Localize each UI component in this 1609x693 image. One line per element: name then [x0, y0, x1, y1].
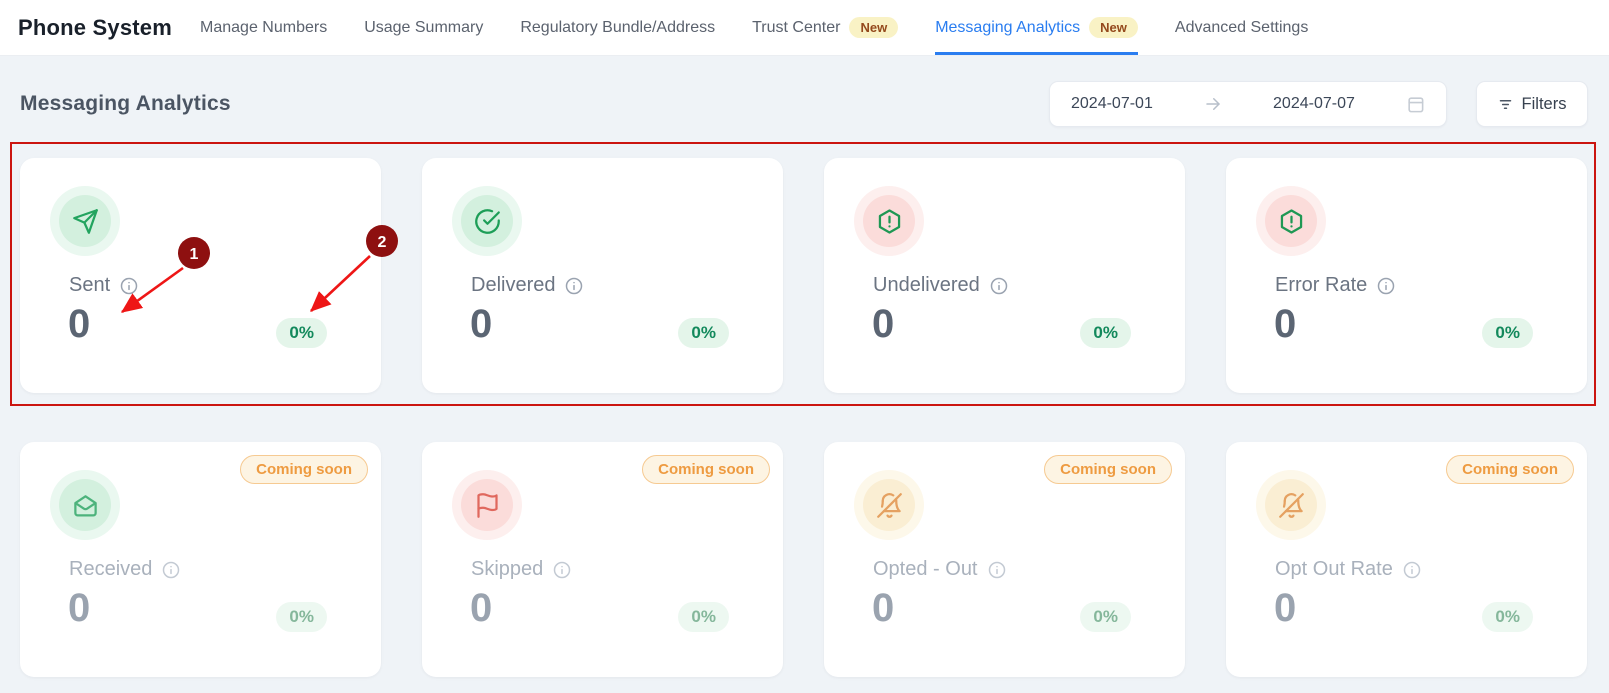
- metric-value: 0: [68, 302, 91, 346]
- metric-card-opt-out-rate: Coming soon Opt Out Rate 0 0%: [1226, 442, 1587, 677]
- info-icon[interactable]: [565, 277, 583, 295]
- tab-usage-summary[interactable]: Usage Summary: [364, 18, 484, 36]
- top-nav: Phone System Manage Numbers Usage Summar…: [0, 0, 1609, 56]
- filters-button[interactable]: Filters: [1476, 81, 1588, 127]
- coming-soon-badge: Coming soon: [642, 455, 770, 484]
- coming-soon-badge: Coming soon: [1044, 455, 1172, 484]
- metric-label: Sent: [69, 274, 111, 296]
- info-icon[interactable]: [1403, 561, 1421, 579]
- alert-hexagon-icon: [1256, 186, 1326, 256]
- metric-label: Error Rate: [1275, 274, 1368, 296]
- metric-label: Delivered: [471, 274, 556, 296]
- tab-trust-center[interactable]: Trust Center New: [752, 0, 899, 55]
- date-start[interactable]: 2024-07-01: [1071, 95, 1153, 112]
- info-icon[interactable]: [1377, 277, 1395, 295]
- metric-value: 0: [872, 586, 895, 630]
- metric-card-received: Coming soon Received 0 0%: [20, 442, 381, 677]
- nav-tabs: Manage Numbers Usage Summary Regulatory …: [200, 0, 1308, 55]
- bell-off-icon: [854, 470, 924, 540]
- info-icon[interactable]: [990, 277, 1008, 295]
- arrow-right-icon: [1204, 95, 1222, 113]
- metric-percent: 0%: [678, 602, 729, 633]
- metric-card-skipped: Coming soon Skipped 0 0%: [422, 442, 783, 677]
- metric-percent: 0%: [276, 602, 327, 633]
- metric-label: Opted - Out: [873, 558, 978, 580]
- metric-percent: 0%: [1482, 602, 1533, 633]
- info-icon[interactable]: [553, 561, 571, 579]
- filter-lines-icon: [1498, 97, 1513, 112]
- check-circle-icon: [452, 186, 522, 256]
- metrics-row-live: Sent 0 0% Delivered 0 0%: [20, 158, 1587, 393]
- info-icon[interactable]: [988, 561, 1006, 579]
- metric-label: Skipped: [471, 558, 544, 580]
- info-icon[interactable]: [162, 561, 180, 579]
- metric-value: 0: [470, 302, 493, 346]
- bell-off-icon: [1256, 470, 1326, 540]
- metric-card-sent: Sent 0 0%: [20, 158, 381, 393]
- flag-icon: [452, 470, 522, 540]
- page-header: Messaging Analytics 2024-07-01 2024-07-0…: [20, 80, 1588, 128]
- tab-advanced-settings[interactable]: Advanced Settings: [1174, 18, 1309, 36]
- coming-soon-badge: Coming soon: [1446, 455, 1574, 484]
- metric-card-undelivered: Undelivered 0 0%: [824, 158, 1185, 393]
- info-icon[interactable]: [120, 277, 138, 295]
- metric-card-opted-out: Coming soon Opted - Out 0 0%: [824, 442, 1185, 677]
- new-badge: New: [1089, 17, 1138, 38]
- date-end[interactable]: 2024-07-07: [1273, 95, 1355, 112]
- metric-value: 0: [470, 586, 493, 630]
- open-mail-icon: [50, 470, 120, 540]
- metric-value: 0: [872, 302, 895, 346]
- app-title: Phone System: [18, 14, 173, 40]
- metric-percent: 0%: [1482, 318, 1533, 349]
- tab-manage-numbers[interactable]: Manage Numbers: [200, 18, 328, 36]
- metric-label: Opt Out Rate: [1275, 558, 1393, 580]
- calendar-icon: [1406, 95, 1425, 114]
- header-controls: 2024-07-01 2024-07-07 Filters: [1049, 81, 1588, 127]
- metric-card-error-rate: Error Rate 0 0%: [1226, 158, 1587, 393]
- alert-hexagon-icon: [854, 186, 924, 256]
- page-title: Messaging Analytics: [20, 92, 231, 115]
- metric-percent: 0%: [678, 318, 729, 349]
- metric-value: 0: [1274, 302, 1297, 346]
- metric-label: Undelivered: [873, 274, 980, 296]
- metric-value: 0: [1274, 586, 1297, 630]
- metric-percent: 0%: [1080, 602, 1131, 633]
- tab-regulatory-bundle[interactable]: Regulatory Bundle/Address: [520, 18, 716, 36]
- metric-percent: 0%: [276, 318, 327, 349]
- metric-label: Received: [69, 558, 153, 580]
- metric-value: 0: [68, 586, 91, 630]
- metrics-row-coming-soon: Coming soon Received 0 0% Coming soon Sk…: [20, 442, 1587, 677]
- send-icon: [50, 186, 120, 256]
- main-content: Messaging Analytics 2024-07-01 2024-07-0…: [0, 56, 1609, 693]
- coming-soon-badge: Coming soon: [240, 455, 368, 484]
- date-range-picker[interactable]: 2024-07-01 2024-07-07: [1049, 81, 1447, 127]
- tab-messaging-analytics[interactable]: Messaging Analytics New: [935, 0, 1138, 55]
- new-badge: New: [849, 17, 899, 38]
- metric-card-delivered: Delivered 0 0%: [422, 158, 783, 393]
- metric-percent: 0%: [1080, 318, 1131, 349]
